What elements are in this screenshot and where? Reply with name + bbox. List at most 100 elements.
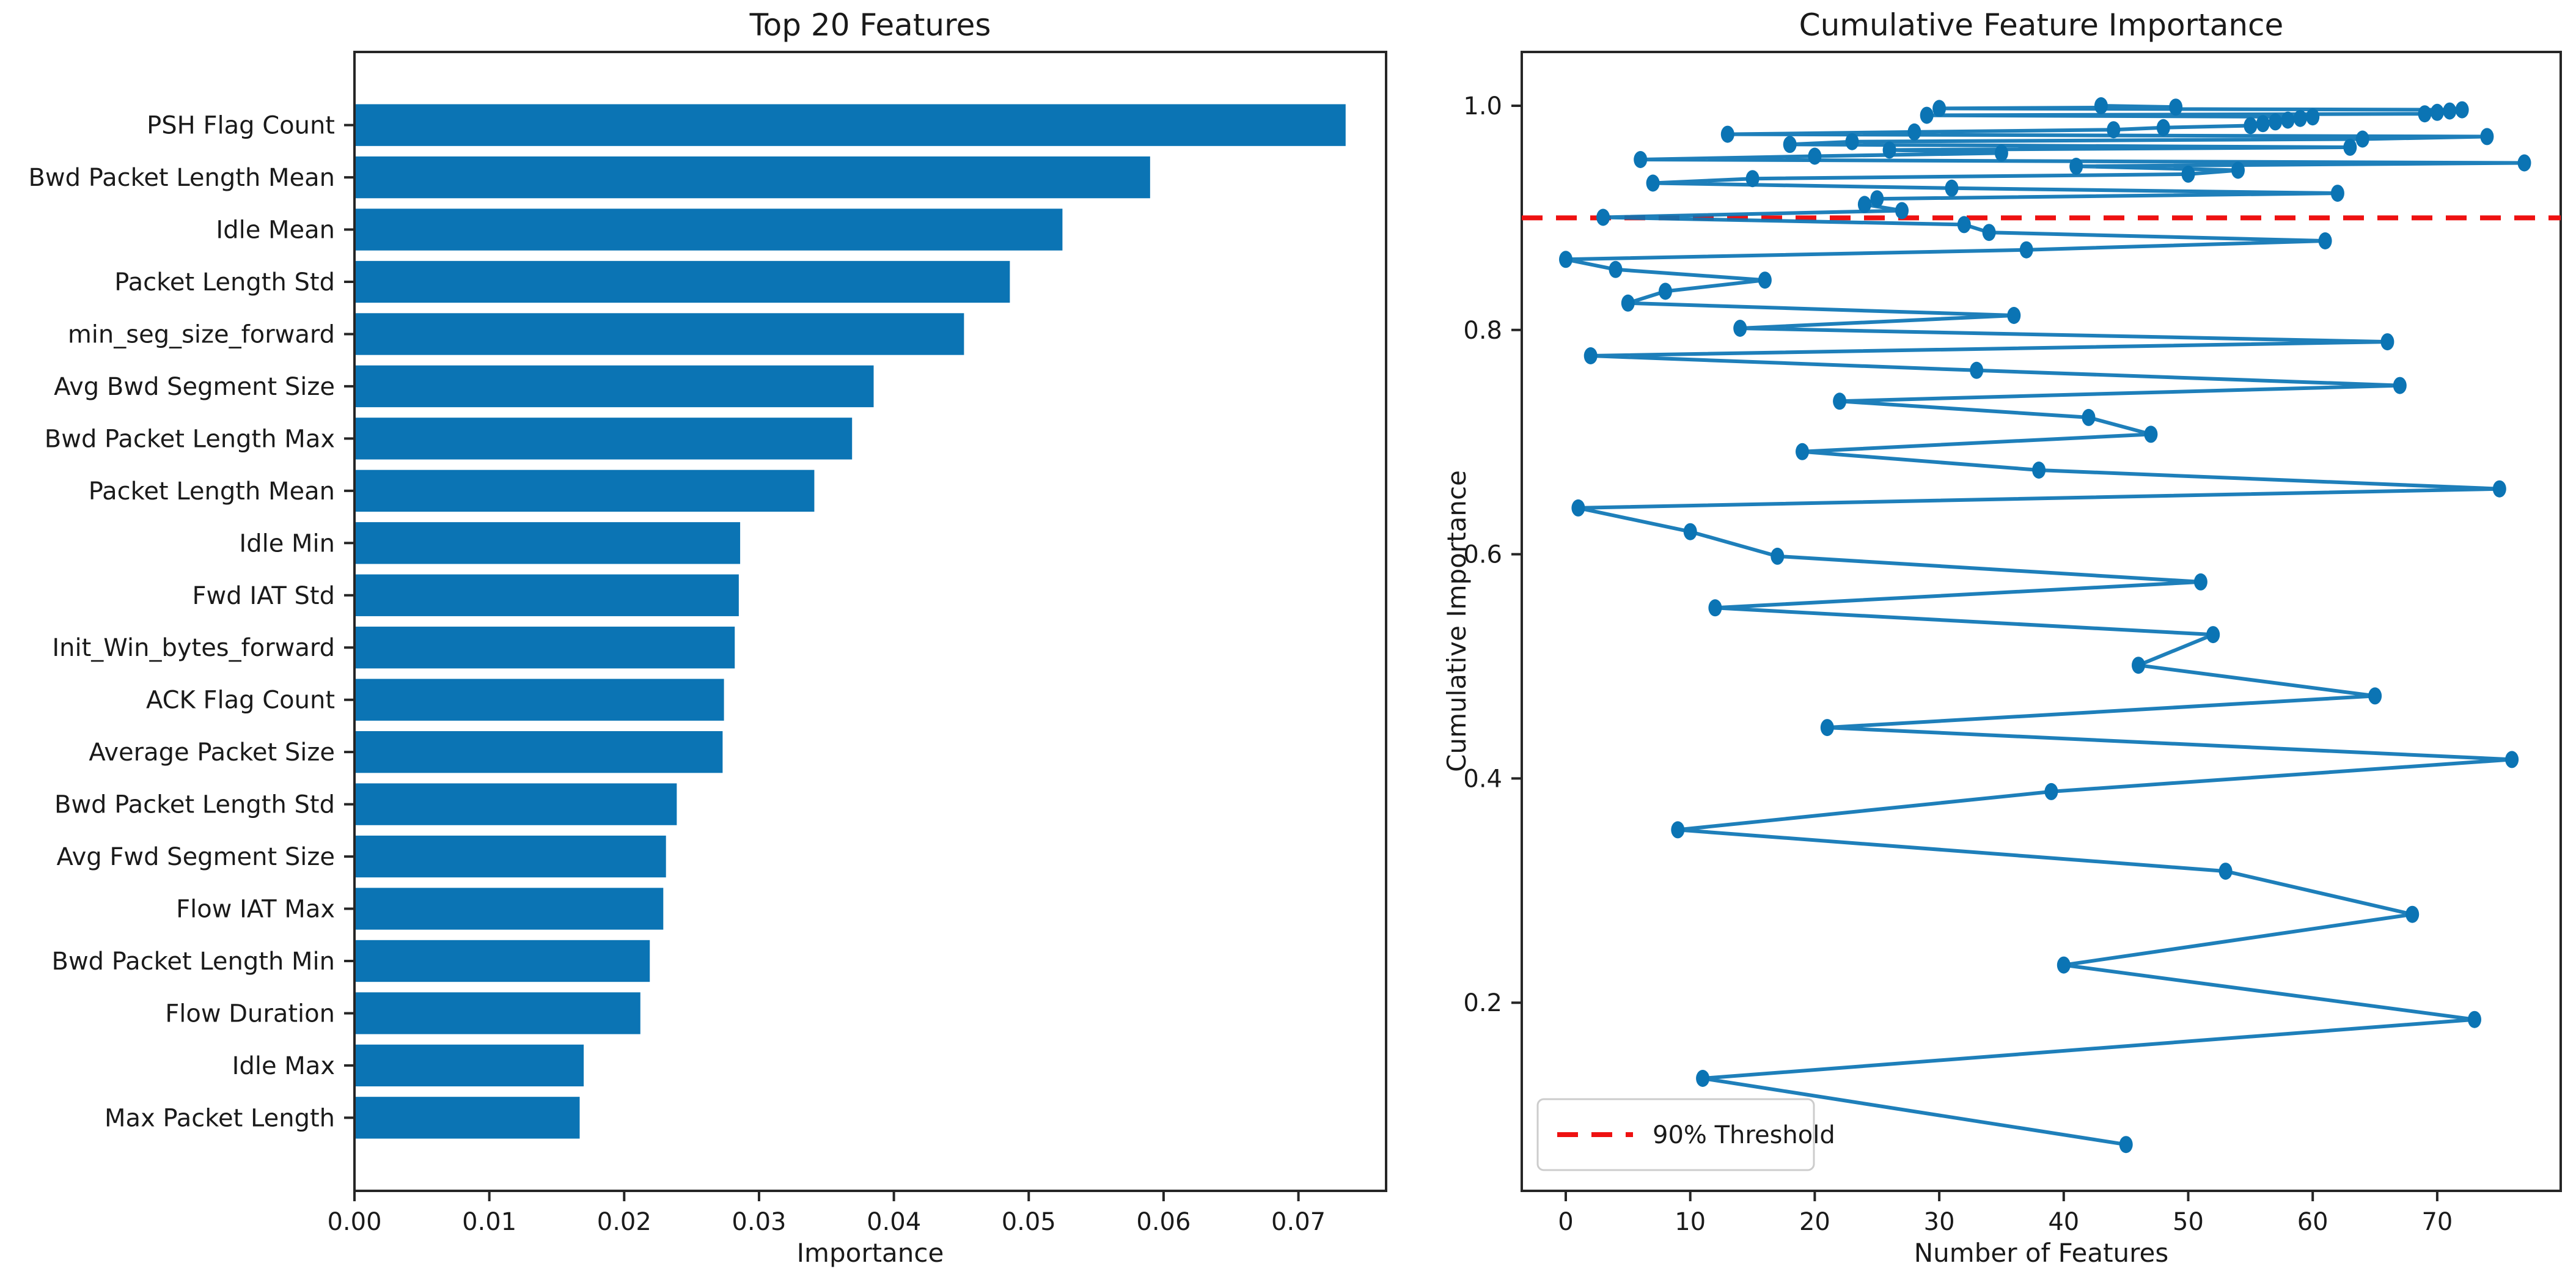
data-point-marker	[1808, 147, 1822, 165]
data-point-marker	[2455, 101, 2469, 119]
data-point-marker	[1820, 719, 1834, 737]
bar	[354, 940, 650, 982]
data-point-marker	[2281, 111, 2295, 129]
bar	[354, 522, 741, 564]
legend: 90% Threshold	[1536, 1098, 1835, 1171]
data-point-marker	[1708, 599, 1722, 617]
y-tick-label: 0.2	[1463, 989, 1502, 1017]
data-point-marker	[1571, 499, 1585, 517]
data-point-marker	[2132, 657, 2145, 674]
category-label: Flow IAT Max	[176, 896, 335, 924]
data-point-marker	[1783, 136, 1797, 153]
x-tick-label: 40	[2048, 1208, 2079, 1236]
data-point-marker	[2094, 97, 2108, 114]
category-label: Idle Max	[232, 1052, 335, 1080]
data-point-marker	[2156, 119, 2170, 136]
category-label: Idle Min	[239, 529, 335, 558]
category-label: Avg Fwd Segment Size	[57, 843, 335, 871]
data-point-marker	[1994, 144, 2008, 162]
bar-chart-xlabel: Importance	[797, 1238, 944, 1268]
x-tick-label: 60	[2297, 1208, 2328, 1236]
data-point-marker	[2430, 103, 2444, 121]
bar	[354, 627, 735, 669]
data-point-marker	[1945, 179, 1959, 197]
data-point-marker	[2057, 956, 2071, 974]
data-point-marker	[2244, 117, 2258, 134]
data-point-marker	[1659, 282, 1672, 300]
category-label: PSH Flag Count	[147, 112, 335, 140]
x-tick-label: 0.01	[462, 1208, 516, 1236]
data-point-marker	[2468, 1011, 2481, 1028]
bar	[354, 469, 815, 512]
data-point-marker	[1696, 1070, 1710, 1087]
data-point-marker	[2492, 480, 2506, 498]
data-point-marker	[1771, 547, 1785, 565]
bar	[354, 156, 1150, 199]
category-label: Bwd Packet Length Min	[52, 948, 336, 976]
data-point-marker	[2293, 109, 2307, 127]
bar	[354, 835, 666, 878]
data-point-marker	[2032, 462, 2046, 479]
data-point-marker	[2330, 185, 2344, 202]
data-point-marker	[1745, 170, 1760, 188]
plot-spines	[353, 51, 1387, 1192]
bar	[354, 260, 1010, 303]
data-point-marker	[1583, 347, 1598, 364]
data-point-marker	[1634, 151, 1648, 168]
bar	[354, 1044, 584, 1087]
data-point-marker	[2343, 138, 2357, 156]
x-tick-label: 30	[1924, 1208, 1955, 1236]
data-point-marker	[2368, 687, 2382, 705]
bar	[354, 208, 1063, 251]
data-point-marker	[2405, 905, 2420, 923]
x-tick-label: 0.05	[1002, 1208, 1056, 1236]
data-point-marker	[2231, 161, 2245, 179]
data-point-marker	[1907, 123, 1921, 141]
y-tick-label: 0.8	[1463, 317, 1502, 345]
data-point-marker	[1671, 821, 1685, 839]
bar	[354, 418, 853, 460]
data-point-marker	[2355, 130, 2369, 148]
cumulative-line-series	[1559, 97, 2531, 1154]
data-point-marker	[1758, 271, 1772, 289]
bar-chart-top20-features: PSH Flag Count Bwd Packet Length Mean Idle…	[28, 7, 1387, 1268]
x-tick-label: 0.07	[1271, 1208, 1326, 1236]
data-point-marker	[1733, 320, 1747, 337]
y-tick-label: 1.0	[1463, 92, 1502, 120]
data-point-marker	[2318, 232, 2332, 249]
plot-area	[1522, 52, 2561, 1191]
x-tick-label: 0.00	[327, 1208, 381, 1236]
legend-label: 90% Threshold	[1653, 1121, 1835, 1149]
x-tick-label: 0.02	[597, 1208, 651, 1236]
data-point-marker	[2418, 105, 2432, 123]
bar-chart-title: Top 20 Features	[749, 7, 991, 43]
data-point-marker	[2019, 241, 2033, 259]
data-point-marker	[1609, 260, 1623, 278]
bar-chart-axes: PSH Flag Count Bwd Packet Length Mean Idle…	[28, 51, 1387, 1236]
category-label: Init_Win_bytes_forward	[52, 634, 335, 662]
data-point-marker	[2505, 751, 2519, 768]
data-point-marker	[2393, 377, 2407, 394]
category-label: Flow Duration	[165, 1000, 335, 1028]
data-point-marker	[2119, 1136, 2133, 1154]
data-point-marker	[1621, 294, 1635, 312]
category-label: Packet Length Std	[114, 268, 335, 296]
line-chart-xlabel: Number of Features	[1914, 1238, 2169, 1268]
data-point-marker	[1796, 443, 1809, 460]
data-point-marker	[2256, 115, 2270, 133]
data-point-marker	[2380, 333, 2394, 351]
data-point-marker	[1559, 251, 1572, 268]
line-chart-axes: 0 10 20 30 40 50 60 70 0.2 0.4 0.6 0.8 1.0	[1463, 51, 2562, 1236]
data-point-marker	[1845, 133, 1859, 150]
data-point-marker	[2069, 158, 2083, 175]
data-point-marker	[1895, 202, 1909, 219]
x-tick-label: 0.03	[732, 1208, 786, 1236]
data-point-marker	[1720, 125, 1734, 143]
plot-spines	[1521, 51, 2562, 1192]
bar	[354, 104, 1346, 146]
line-chart-cumulative-importance: 0 10 20 30 40 50 60 70 0.2 0.4 0.6 0.8 1.0 90% Thres…	[1442, 7, 2562, 1268]
category-label: min_seg_size_forward	[68, 320, 335, 348]
data-point-marker	[2443, 102, 2457, 120]
